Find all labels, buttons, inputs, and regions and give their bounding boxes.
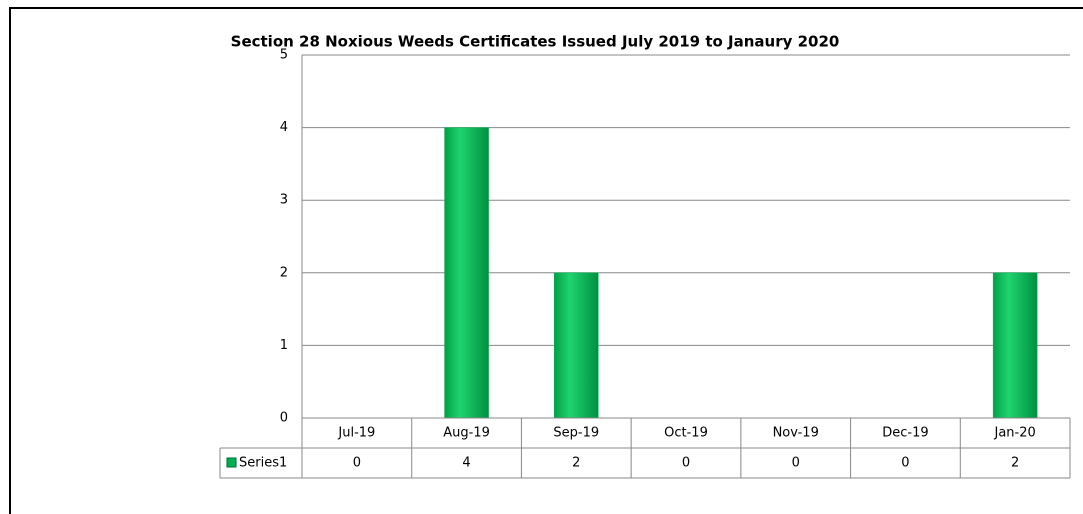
bar [554, 272, 599, 419]
x-tick-label: Oct-19 [664, 426, 708, 441]
table-value: 0 [901, 456, 909, 471]
y-tick-label: 2 [280, 265, 288, 280]
table-value: 2 [572, 456, 580, 471]
x-tick-label: Aug-19 [443, 426, 490, 441]
x-tick-label: Jul-19 [337, 426, 375, 441]
table-value: 0 [353, 456, 361, 471]
legend-label: Series1 [239, 456, 287, 471]
x-tick-label: Jan-20 [994, 426, 1036, 441]
table-value: 4 [462, 456, 470, 471]
bar [444, 127, 489, 419]
bar [992, 272, 1038, 419]
table-value: 2 [1011, 456, 1019, 471]
y-tick-label: 1 [280, 338, 288, 353]
table-value: 0 [792, 456, 800, 471]
y-tick-label: 3 [280, 193, 288, 208]
x-tick-label: Nov-19 [773, 426, 819, 441]
x-tick-label: Dec-19 [882, 426, 928, 441]
chart-title: Section 28 Noxious Weeds Certificates Is… [231, 33, 840, 51]
legend-swatch [226, 457, 237, 468]
table-value: 0 [682, 456, 690, 471]
y-tick-label: 0 [280, 411, 288, 426]
x-tick-label: Sep-19 [553, 426, 599, 441]
y-tick-label: 5 [280, 48, 288, 63]
y-tick-label: 4 [280, 120, 288, 135]
chart-border [9, 7, 1083, 514]
